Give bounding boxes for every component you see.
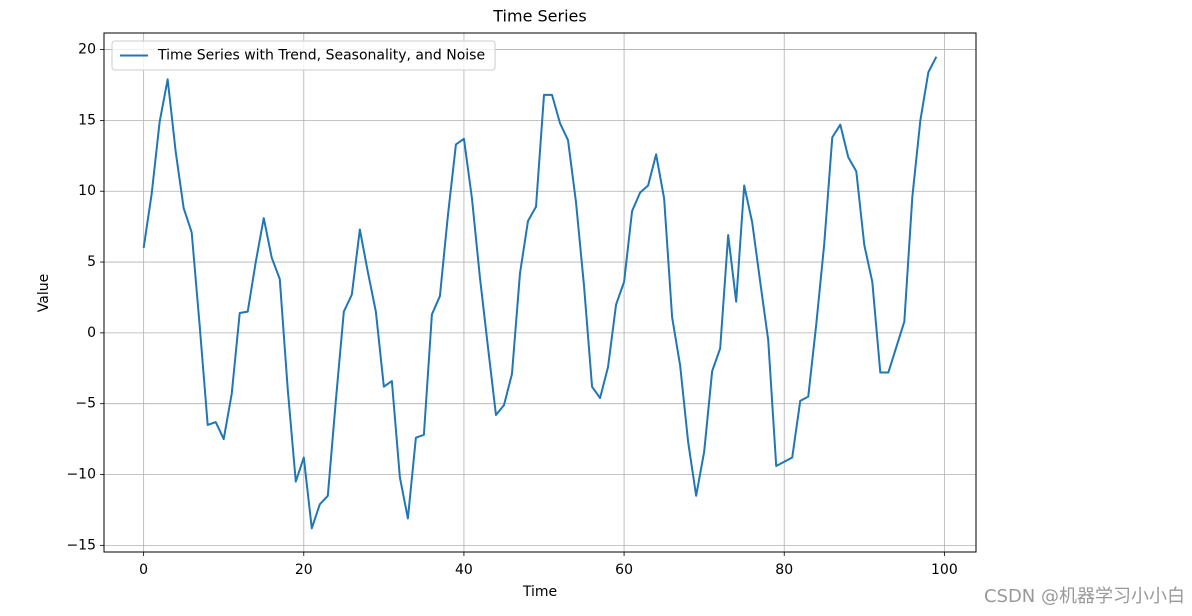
x-tick-label: 0 [139,562,148,578]
x-tick-label: 100 [931,562,958,578]
y-tick-label: 5 [87,254,96,270]
y-tick-label: 0 [87,325,96,341]
chart-title: Time Series [492,7,586,26]
watermark: CSDN @机器学习小小白 [984,586,1185,607]
x-tick-label: 20 [295,562,313,578]
y-tick-label: 10 [78,183,96,199]
x-tick-label: 40 [455,562,473,578]
x-tick-label: 60 [615,562,633,578]
x-axis-label: Time [522,584,557,600]
legend [111,40,496,71]
x-tick-label: 80 [775,562,793,578]
data-line [142,56,938,530]
y-axis-label: Value [36,274,52,312]
y-tick-label: −15 [66,537,96,553]
y-tick-label: −10 [66,467,96,483]
y-tick-label: 15 [78,112,96,128]
y-tick-label: −5 [75,396,96,412]
plot-frame [103,32,977,553]
y-tick-label: 20 [78,42,96,58]
legend-label: Time Series with Trend, Seasonality, and… [157,48,485,64]
